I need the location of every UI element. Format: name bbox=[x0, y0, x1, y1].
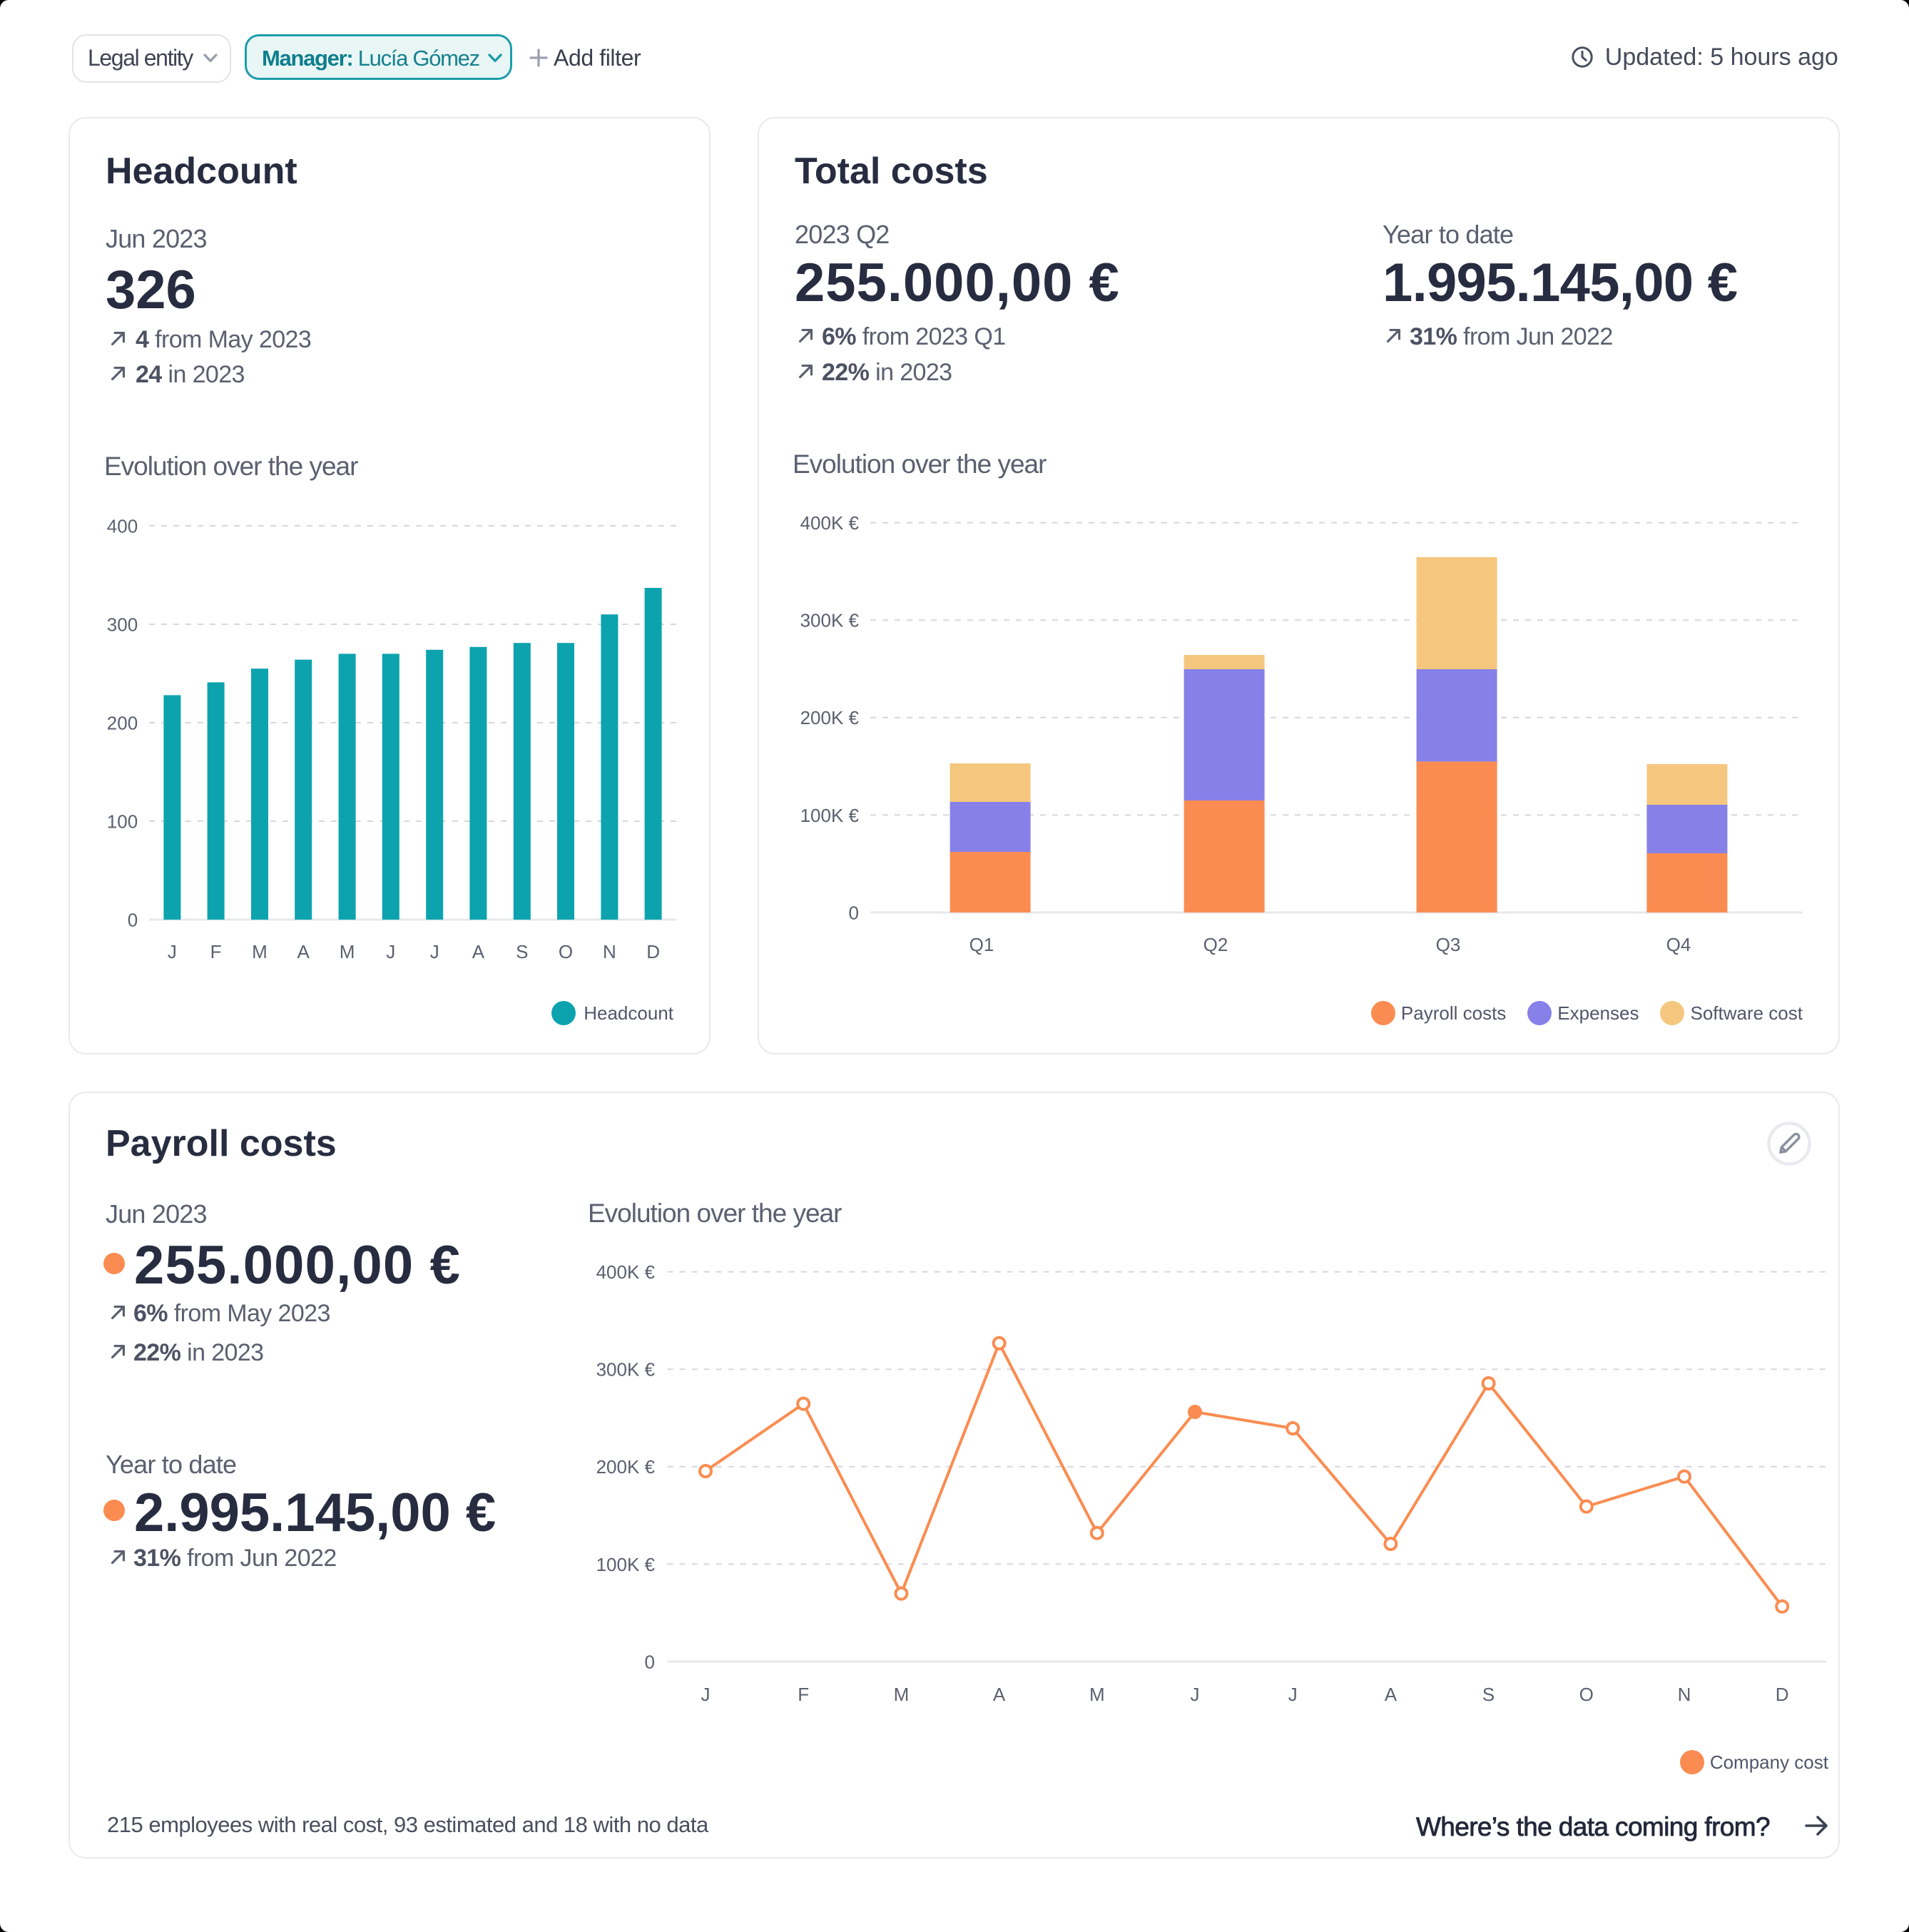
svg-text:100K €: 100K € bbox=[596, 1554, 656, 1575]
svg-text:Q4: Q4 bbox=[1666, 934, 1691, 955]
svg-text:A: A bbox=[993, 1684, 1006, 1705]
svg-text:0: 0 bbox=[849, 902, 859, 923]
svg-text:F: F bbox=[210, 941, 222, 962]
svg-text:100: 100 bbox=[107, 810, 138, 832]
svg-text:Q1: Q1 bbox=[969, 934, 994, 955]
svg-text:J: J bbox=[168, 941, 177, 962]
svg-text:D: D bbox=[646, 941, 660, 962]
svg-text:M: M bbox=[340, 941, 355, 962]
svg-text:M: M bbox=[894, 1684, 910, 1705]
svg-text:O: O bbox=[1579, 1684, 1594, 1705]
svg-text:A: A bbox=[472, 941, 485, 962]
svg-text:400K €: 400K € bbox=[596, 1261, 656, 1283]
svg-text:200: 200 bbox=[107, 712, 138, 733]
svg-text:M: M bbox=[1089, 1684, 1105, 1705]
svg-text:O: O bbox=[559, 941, 573, 962]
svg-text:0: 0 bbox=[645, 1651, 655, 1672]
svg-text:300K €: 300K € bbox=[800, 610, 860, 631]
svg-text:300: 300 bbox=[107, 614, 138, 635]
svg-text:A: A bbox=[297, 941, 310, 962]
svg-text:Q3: Q3 bbox=[1436, 934, 1461, 955]
svg-text:300K €: 300K € bbox=[596, 1359, 656, 1381]
svg-text:J: J bbox=[1288, 1684, 1298, 1705]
svg-text:J: J bbox=[701, 1684, 711, 1705]
svg-text:S: S bbox=[1482, 1684, 1495, 1705]
svg-text:0: 0 bbox=[128, 909, 138, 930]
svg-text:Q2: Q2 bbox=[1203, 934, 1228, 955]
svg-text:M: M bbox=[252, 941, 268, 962]
svg-text:S: S bbox=[516, 941, 528, 962]
svg-text:D: D bbox=[1776, 1684, 1789, 1705]
svg-text:200K €: 200K € bbox=[596, 1456, 656, 1478]
svg-text:F: F bbox=[798, 1684, 809, 1705]
svg-text:J: J bbox=[386, 941, 395, 962]
svg-text:100K €: 100K € bbox=[800, 805, 860, 826]
svg-text:J: J bbox=[430, 941, 439, 962]
svg-text:N: N bbox=[1678, 1684, 1691, 1705]
svg-text:N: N bbox=[603, 941, 616, 962]
svg-text:200K €: 200K € bbox=[800, 707, 860, 728]
svg-text:400K €: 400K € bbox=[800, 512, 860, 534]
svg-text:A: A bbox=[1385, 1684, 1398, 1705]
svg-text:J: J bbox=[1191, 1684, 1200, 1705]
svg-text:400: 400 bbox=[107, 515, 138, 537]
